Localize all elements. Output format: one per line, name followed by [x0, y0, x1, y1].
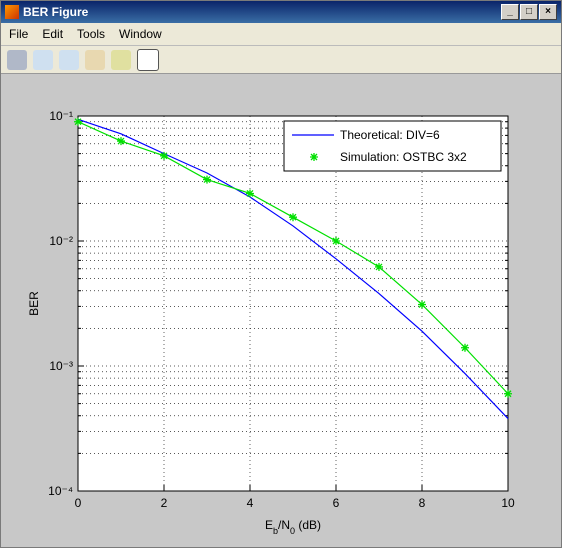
- axes-background: [78, 116, 508, 491]
- close-button[interactable]: ×: [539, 4, 557, 20]
- menu-item[interactable]: File: [9, 27, 29, 41]
- marker: [203, 175, 211, 184]
- menu-item[interactable]: Window: [119, 27, 162, 41]
- x-tick-label: 4: [247, 496, 254, 510]
- toolbar: [1, 46, 561, 74]
- zoom-out-button[interactable]: [59, 49, 79, 70]
- marker: [160, 151, 168, 160]
- x-tick-label: 0: [75, 496, 82, 510]
- legend-box: [283, 120, 502, 172]
- label-part: b: [273, 526, 278, 536]
- minimize-button[interactable]: _: [501, 4, 519, 20]
- label-part: /N: [278, 518, 290, 532]
- y-tick-label: 10⁻⁴: [48, 484, 73, 498]
- marker: [117, 137, 125, 146]
- marker: [375, 262, 383, 271]
- x-tick-label: 8: [419, 496, 426, 510]
- legend-button[interactable]: [137, 48, 159, 71]
- pan-button[interactable]: [85, 49, 105, 70]
- label-part: 0: [290, 526, 295, 536]
- zoom-in-button[interactable]: [33, 49, 53, 70]
- axes-box: [77, 115, 509, 492]
- series-line: [77, 118, 509, 419]
- x-axis-label: Eb/N0 (dB): [265, 518, 321, 536]
- marker: [74, 117, 82, 126]
- print-button[interactable]: [7, 49, 27, 70]
- marker: [461, 343, 469, 352]
- y-tick-label: 10⁻³: [49, 359, 73, 373]
- y-tick-label: 10⁻¹: [49, 109, 73, 123]
- x-tick-label: 10: [501, 496, 515, 510]
- label-part: E: [265, 518, 273, 532]
- menu-item[interactable]: Tools: [77, 27, 106, 41]
- label-part: (dB): [295, 518, 321, 532]
- legend-label: Simulation: OSTBC 3x2: [340, 150, 467, 164]
- marker: [310, 153, 318, 161]
- window-title: BER Figure: [23, 5, 89, 19]
- y-tick-label: 10⁻²: [49, 234, 73, 248]
- marker: [504, 389, 512, 398]
- maximize-button[interactable]: □: [520, 4, 538, 20]
- marker: [289, 213, 297, 222]
- data-cursor-button[interactable]: [111, 49, 131, 70]
- menu-bar: File Edit Tools Window: [1, 23, 561, 46]
- x-tick-label: 2: [161, 496, 168, 510]
- title-bar: BER Figure _ □ ×: [1, 1, 561, 23]
- menu-item[interactable]: Edit: [42, 27, 64, 41]
- marker: [246, 189, 254, 198]
- app-icon: [5, 5, 19, 19]
- marker: [418, 300, 426, 309]
- legend-label: Theoretical: DIV=6: [340, 128, 440, 142]
- y-axis-label: BER: [27, 291, 41, 316]
- marker: [332, 237, 340, 245]
- x-tick-label: 6: [333, 496, 340, 510]
